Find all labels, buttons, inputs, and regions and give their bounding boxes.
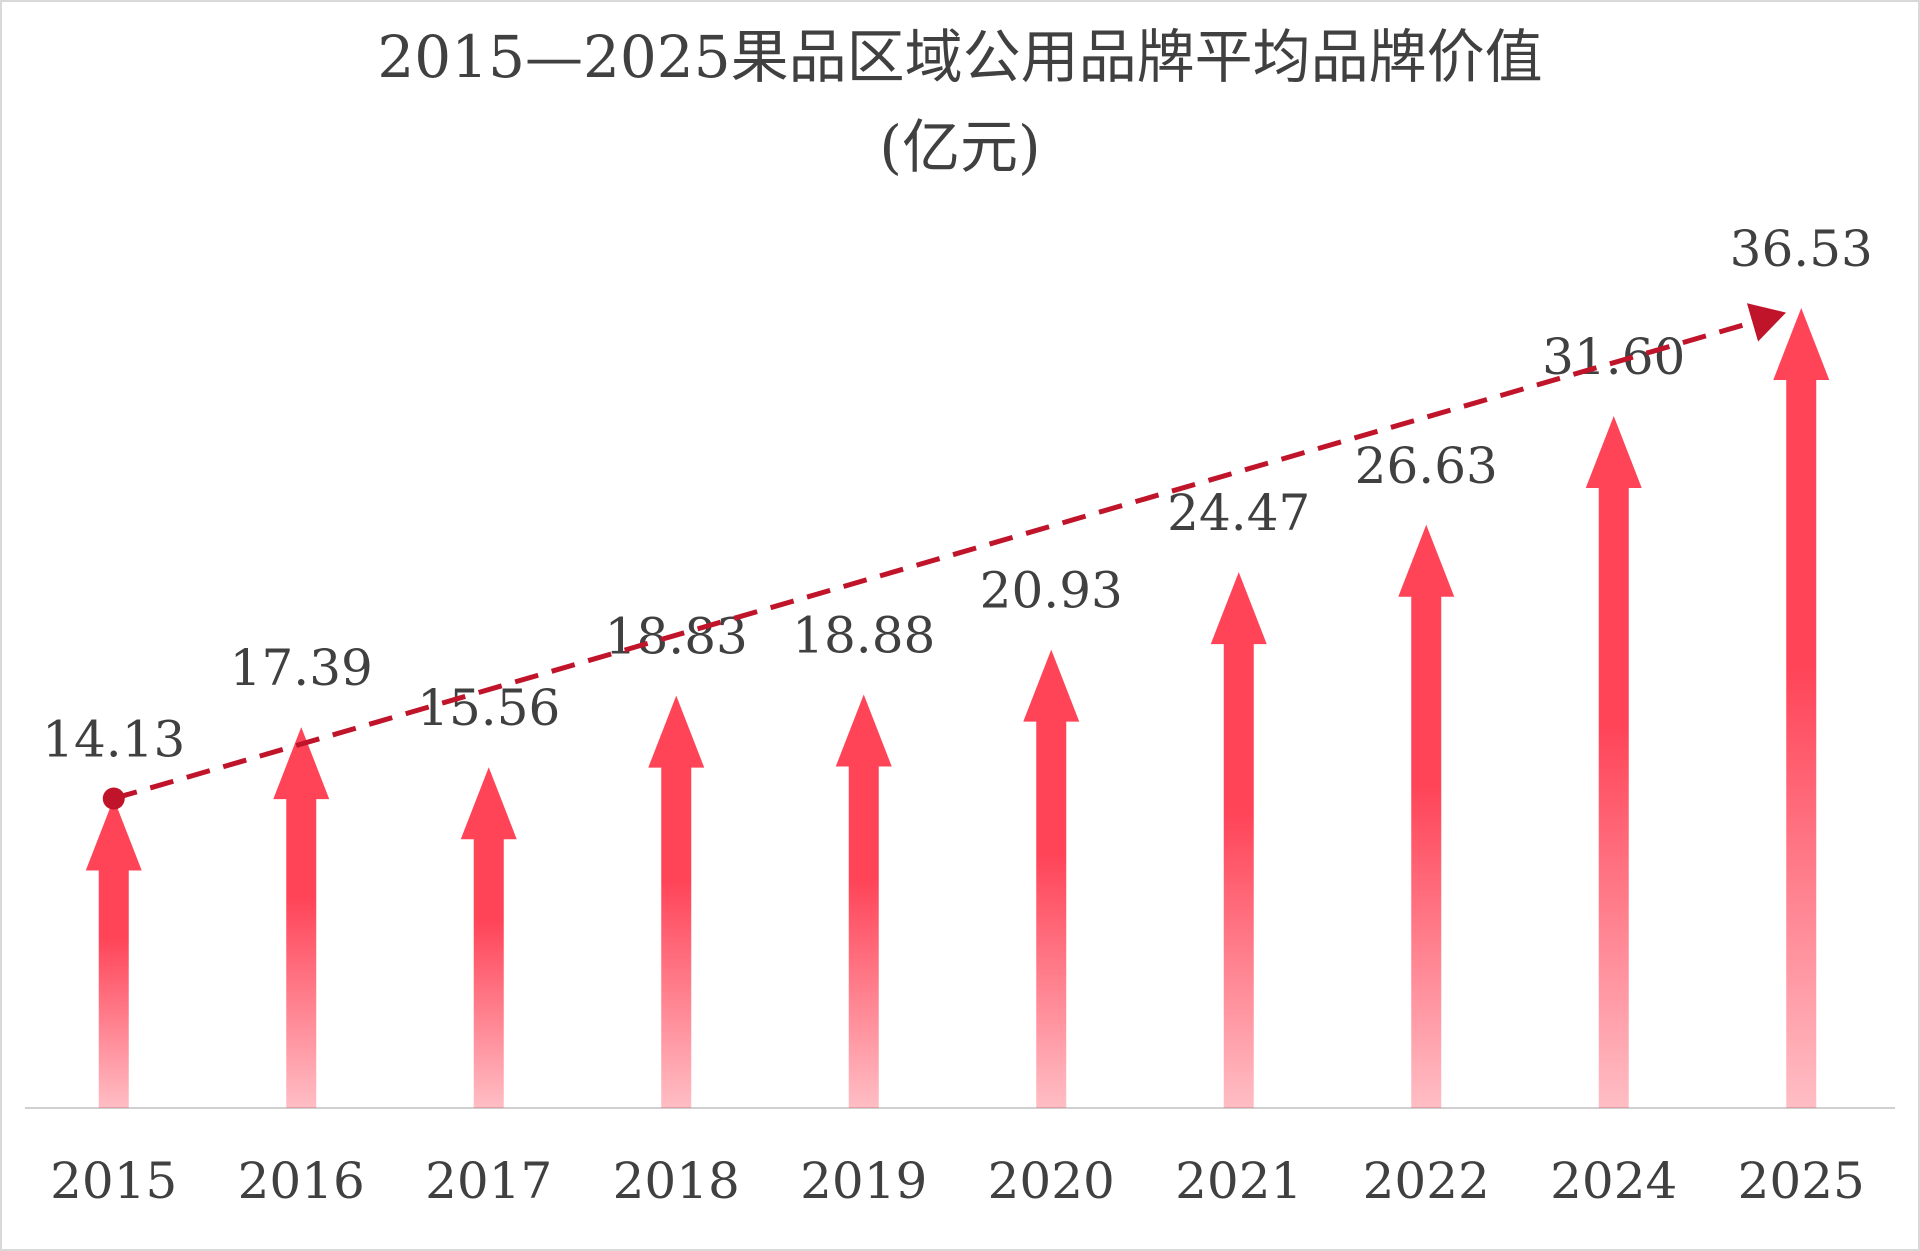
x-tick-label: 2019 <box>800 1152 927 1210</box>
trend-line <box>113 303 1787 801</box>
x-tick-label: 2020 <box>988 1152 1115 1210</box>
arrow-bar <box>1398 524 1455 1108</box>
arrow-bar <box>460 767 517 1108</box>
arrow-bar <box>85 798 142 1108</box>
x-tick-label: 2024 <box>1550 1152 1677 1210</box>
arrow-bar <box>1585 415 1642 1109</box>
arrow-bar <box>835 694 892 1108</box>
chart-subtitle: (亿元) <box>879 113 1040 181</box>
x-tick-label: 2025 <box>1738 1152 1865 1210</box>
x-tick-label: 2022 <box>1363 1152 1490 1210</box>
value-label: 17.39 <box>230 639 373 697</box>
value-label: 31.60 <box>1542 328 1685 386</box>
value-label: 14.13 <box>42 711 185 769</box>
arrow-bar <box>1773 307 1830 1108</box>
x-tick-label: 2018 <box>613 1152 740 1210</box>
arrow-bar <box>273 727 330 1108</box>
x-tick-label: 2017 <box>425 1152 552 1210</box>
arrow-bar <box>1210 572 1267 1108</box>
value-label: 24.47 <box>1167 484 1310 542</box>
x-tick-label: 2015 <box>50 1152 177 1210</box>
value-label: 26.63 <box>1355 437 1498 495</box>
chart-title: 2015—2025果品区域公用品牌平均品牌价值 <box>377 23 1542 91</box>
arrow-bar <box>648 695 705 1108</box>
x-tick-label: 2021 <box>1175 1152 1302 1210</box>
arrow-bar <box>1023 649 1080 1108</box>
x-tick-label: 2016 <box>238 1152 365 1210</box>
value-label: 36.53 <box>1730 220 1873 278</box>
trend-start <box>102 787 125 810</box>
value-label: 18.88 <box>792 607 935 665</box>
value-label: 20.93 <box>980 562 1123 620</box>
